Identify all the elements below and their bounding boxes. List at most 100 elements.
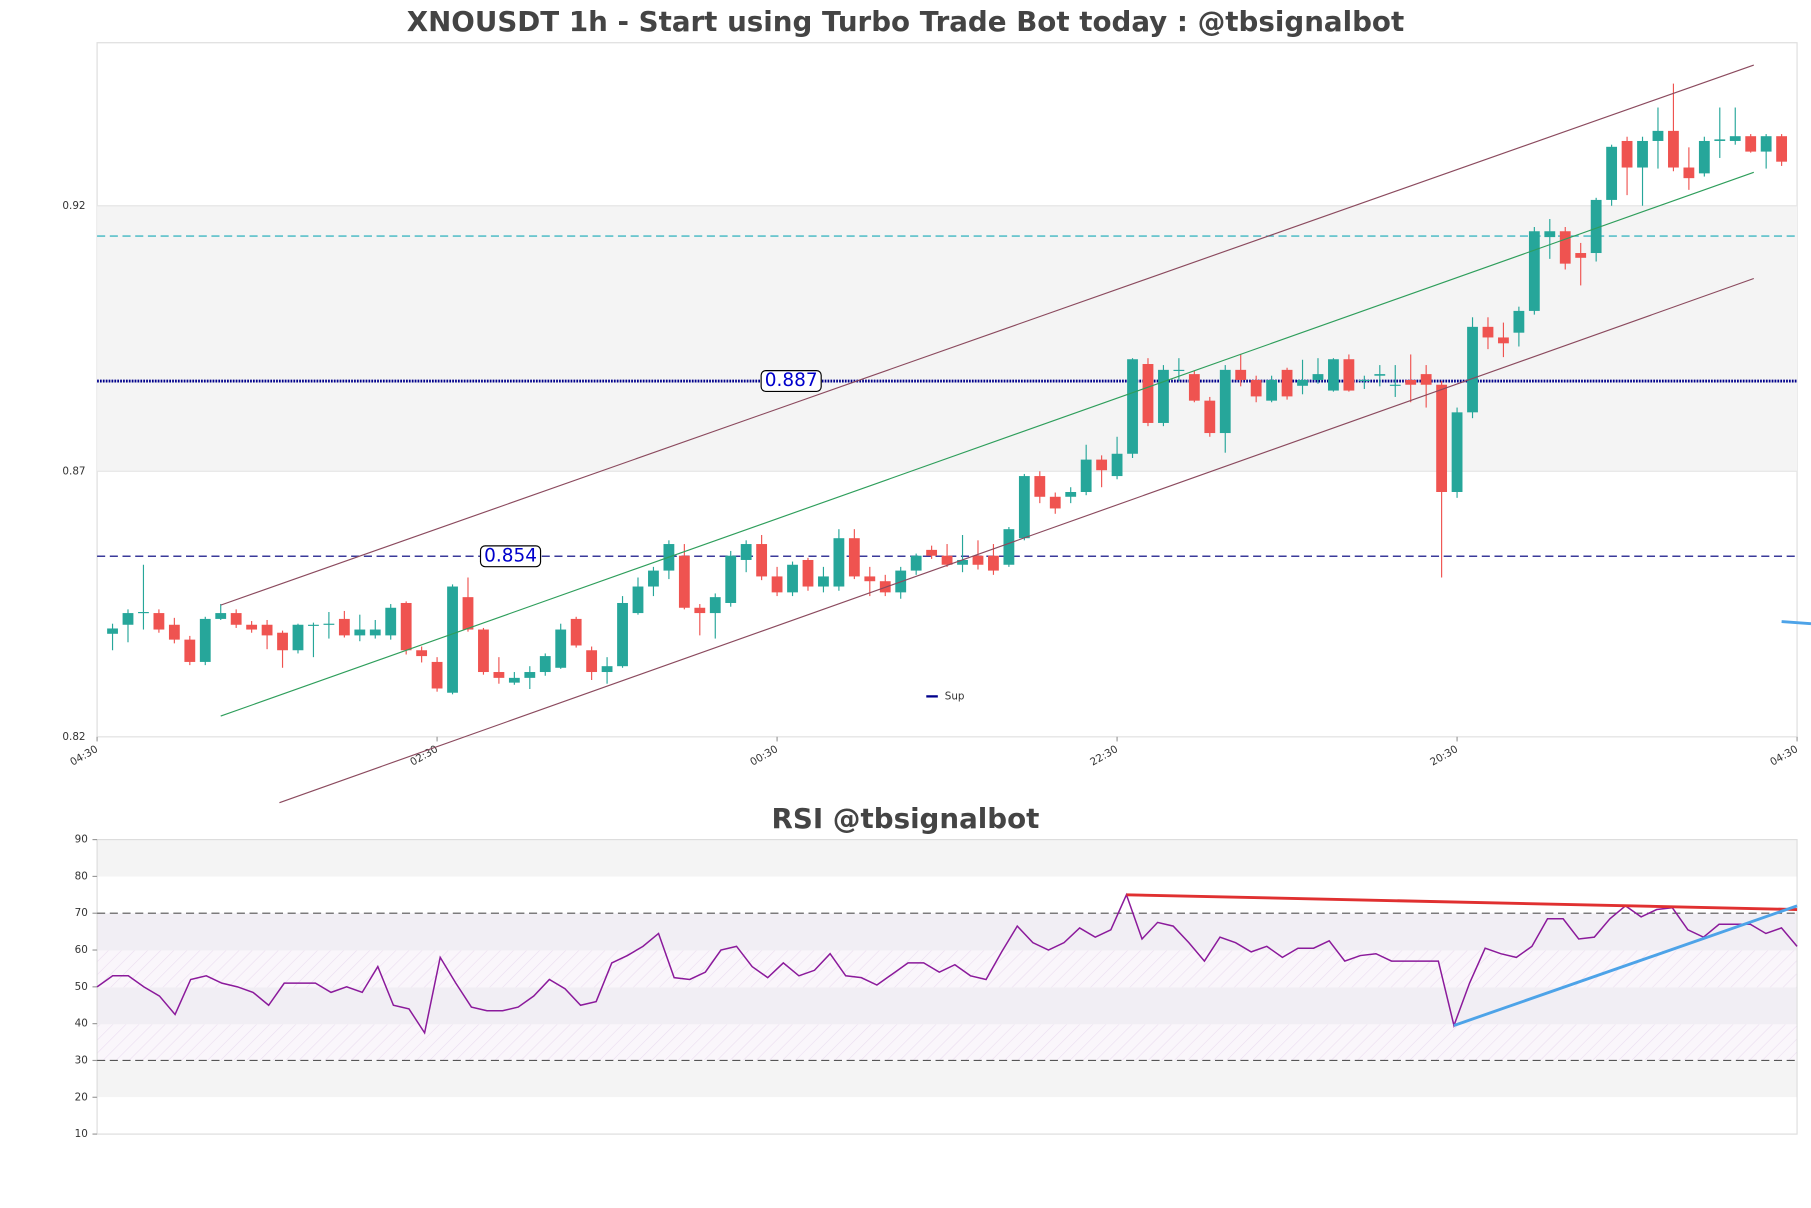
candle-body	[1420, 374, 1432, 385]
candle-body	[478, 629, 489, 673]
candle-body	[601, 666, 613, 673]
candle-body	[524, 672, 536, 678]
candle-body	[787, 564, 798, 593]
candle-body	[1513, 310, 1525, 333]
candle-body	[1436, 384, 1448, 492]
candle-body	[184, 639, 196, 662]
y-tick-label: 90	[75, 834, 88, 846]
candle-body	[910, 555, 922, 571]
candle-body	[988, 555, 999, 571]
candle-body	[771, 576, 783, 593]
candle-body	[1358, 379, 1370, 382]
candle-body	[199, 618, 211, 662]
candle-body	[802, 559, 814, 587]
candle-body	[1698, 140, 1710, 174]
candle-body	[1173, 369, 1185, 372]
candle-body	[107, 628, 118, 634]
level-label: 0.854	[484, 545, 537, 566]
candle-body	[1451, 412, 1463, 492]
candle-body	[153, 613, 165, 630]
candle-body	[1204, 400, 1216, 434]
candle-body	[1297, 379, 1308, 386]
candle-body	[740, 544, 752, 560]
candle-body	[1111, 453, 1123, 477]
candle-body	[1049, 496, 1061, 509]
candle-body	[1065, 491, 1077, 497]
candle-body	[138, 612, 149, 614]
candle-body	[1003, 529, 1015, 565]
candle-body	[1776, 136, 1788, 162]
band	[97, 1024, 1798, 1061]
y-tick-label: 70	[75, 907, 88, 919]
rsi-panel: 10 20 30 40 50 60 70 80 90 RSI @tbsignalbot	[75, 802, 1798, 1140]
candle-body	[1714, 139, 1726, 141]
candle-body	[369, 629, 381, 636]
candle-body	[1637, 140, 1648, 168]
candle-body	[308, 624, 319, 626]
candle-body	[972, 555, 984, 565]
candle-body	[447, 586, 458, 693]
candle-body	[493, 672, 505, 678]
candle-body	[1266, 379, 1278, 401]
candle-body	[122, 613, 134, 625]
candle-body	[462, 597, 474, 630]
trend-line	[220, 171, 1754, 717]
candle-body	[539, 656, 551, 673]
band	[97, 1060, 1798, 1098]
candle-body	[648, 570, 659, 587]
candle-body	[1080, 459, 1092, 492]
candle-body	[756, 544, 768, 577]
candle-body	[354, 629, 366, 636]
candle-body	[1482, 326, 1494, 338]
candle-body	[1405, 379, 1417, 385]
candle-body	[818, 576, 829, 587]
candle-body	[323, 623, 335, 625]
chart-title: XNOUSDT 1h - Start using Turbo Trade Bot…	[407, 5, 1404, 38]
y-tick-label: 10	[75, 1128, 88, 1140]
y-tick-label: 0.92	[62, 200, 85, 212]
candle-body	[1328, 359, 1339, 391]
candle-body	[416, 650, 428, 657]
band	[97, 839, 1798, 877]
candle-body	[586, 650, 598, 673]
rsi-title: RSI @tbsignalbot	[772, 802, 1040, 835]
trend-line	[1453, 904, 1798, 1027]
y-tick-label: 30	[75, 1054, 88, 1066]
candle-body	[1528, 231, 1540, 311]
candle-body	[1188, 374, 1200, 401]
candle-body	[1312, 374, 1324, 380]
candle-body	[230, 613, 242, 625]
candle-body	[570, 618, 582, 646]
band	[97, 205, 1798, 472]
candle-body	[1219, 369, 1231, 434]
candle-body	[1018, 476, 1030, 539]
candle-body	[431, 661, 443, 689]
candle-body	[1745, 136, 1757, 152]
candle-body	[1544, 231, 1556, 238]
candle-body	[1590, 199, 1602, 254]
level-label-box	[760, 370, 822, 392]
candle-body	[1343, 359, 1355, 391]
candle-body	[1250, 379, 1262, 397]
candle-body	[292, 624, 304, 651]
trend-line	[220, 64, 1754, 606]
y-tick-label: 20	[75, 1091, 88, 1103]
candle-body	[617, 602, 628, 667]
candle-body	[1606, 146, 1618, 200]
candle-body	[508, 677, 520, 683]
candle-body	[694, 607, 706, 614]
candle-body	[277, 632, 288, 651]
candle-body	[632, 586, 644, 614]
y-tick-label: 80	[75, 870, 88, 882]
candle-body	[1034, 476, 1046, 497]
candle-body	[725, 555, 737, 603]
candle-body	[1683, 167, 1695, 179]
candle-body	[385, 607, 397, 636]
candle-body	[1760, 136, 1772, 152]
candle-body	[1575, 253, 1587, 258]
candle-body	[1374, 374, 1386, 376]
trend-line	[1781, 620, 1811, 626]
candle-body	[1389, 384, 1401, 386]
candle-body	[261, 624, 273, 636]
candle-body	[1467, 326, 1478, 413]
